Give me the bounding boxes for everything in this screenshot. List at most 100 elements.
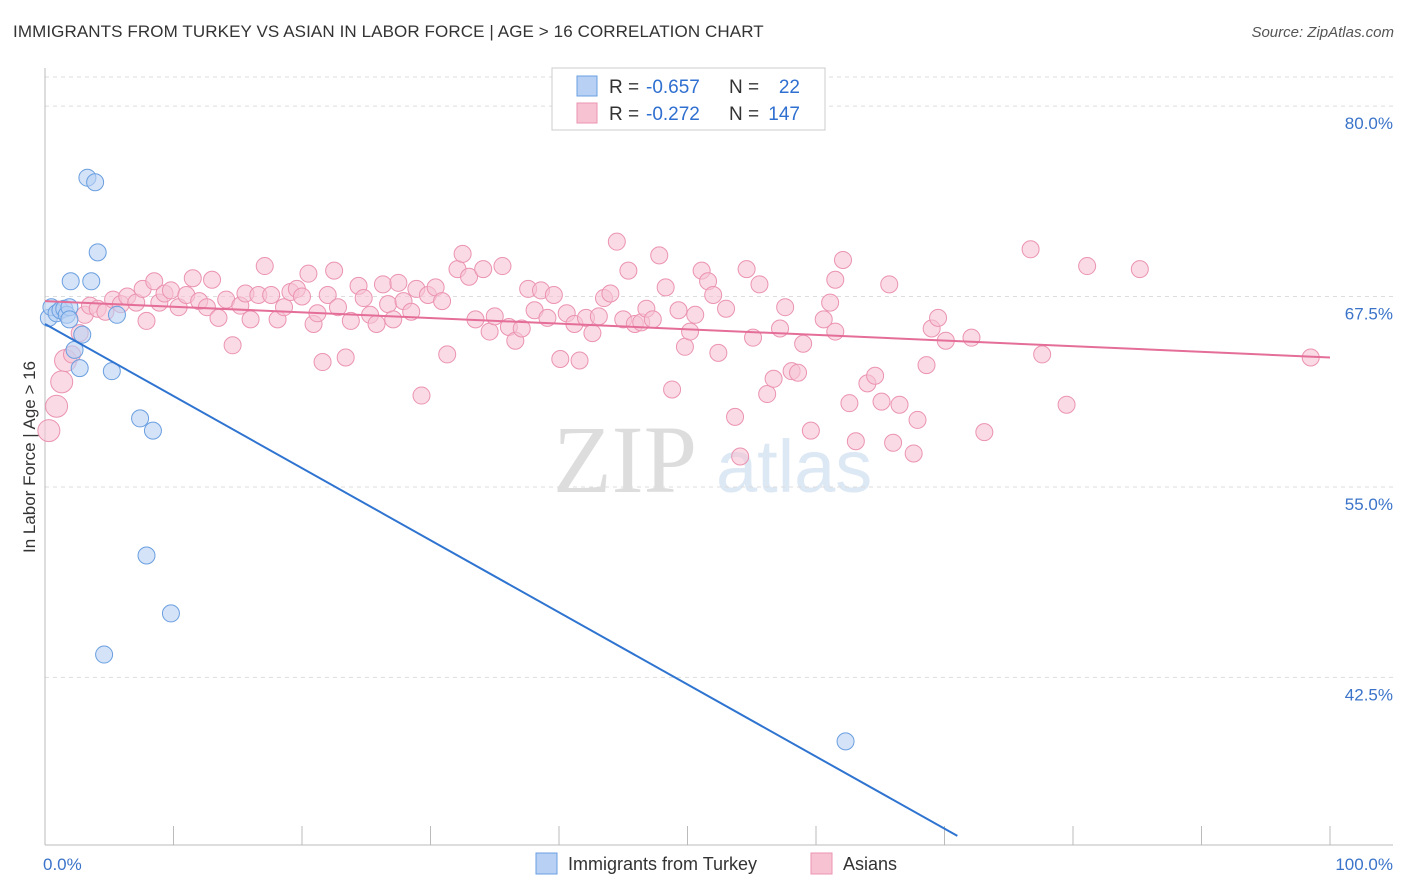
stats-legend-swatch-turkey — [576, 75, 598, 97]
asian-point — [1021, 240, 1040, 259]
asian-point — [656, 278, 675, 297]
watermark-atlas: atlas — [716, 425, 872, 508]
asian-point — [866, 366, 885, 385]
asian-point — [325, 261, 344, 280]
asian-point — [908, 410, 927, 429]
y-tick-label: 67.5% — [1345, 305, 1393, 324]
turkey-point — [137, 546, 156, 565]
stats-n-value-turkey: 22 — [779, 77, 800, 98]
asian-point — [223, 336, 242, 355]
y-tick-labels: 80.0% 67.5% 55.0% 42.5% — [1345, 114, 1393, 704]
asian-point — [872, 392, 891, 411]
turkey-point — [143, 421, 162, 440]
series-legend-label-turkey: Immigrants from Turkey — [568, 854, 757, 874]
asian-point — [750, 275, 769, 294]
asian-point — [453, 244, 472, 263]
asian-point — [744, 328, 763, 347]
asian-point — [145, 272, 164, 291]
asian-point — [255, 257, 274, 276]
asian-point — [1078, 257, 1097, 276]
asian-point — [45, 394, 69, 418]
asian-point — [137, 311, 156, 330]
turkey-point — [61, 272, 80, 291]
turkey-point — [107, 305, 126, 324]
asian-point — [583, 324, 602, 343]
asian-point — [1057, 395, 1076, 414]
y-tick-label: 80.0% — [1345, 114, 1393, 133]
stats-r-label-turkey: R = — [609, 77, 639, 98]
stats-r-label-asian: R = — [609, 104, 639, 125]
source-credit: Source: ZipAtlas.com — [1251, 24, 1394, 41]
asian-point — [412, 386, 431, 405]
asian-point — [336, 348, 355, 367]
asian-point — [485, 307, 504, 326]
asian-point — [789, 363, 808, 382]
asian-point — [433, 292, 452, 311]
asian-point — [354, 289, 373, 308]
asian-point — [313, 353, 332, 372]
turkey-point — [836, 732, 855, 751]
stats-legend: R = -0.657 N = 22 R = -0.272 N = 147 — [551, 67, 826, 131]
axes — [44, 68, 1393, 846]
asian-point — [209, 308, 228, 327]
turkey-point — [73, 325, 92, 344]
asian-point — [589, 307, 608, 326]
asian-point — [203, 270, 222, 289]
asian-point — [293, 287, 311, 306]
asian-point — [686, 305, 705, 324]
turkey-point — [88, 243, 107, 262]
gridlines — [45, 76, 1393, 678]
series-legend-label-asian: Asians — [843, 854, 897, 874]
asian-point — [474, 260, 493, 279]
y-tick-label: 42.5% — [1345, 685, 1393, 704]
turkey-point — [60, 310, 79, 329]
asian-point — [241, 310, 260, 329]
asian-point — [704, 286, 723, 305]
asian-point — [379, 295, 398, 314]
chart-title: IMMIGRANTS FROM TURKEY VS ASIAN IN LABOR… — [13, 22, 764, 41]
watermark-zip: ZIP — [553, 406, 697, 513]
asian-point — [758, 385, 777, 404]
turkey-point — [86, 173, 105, 192]
asian-point — [737, 260, 756, 279]
asian-point — [438, 345, 457, 364]
asian-point — [776, 298, 795, 317]
asian-point — [299, 264, 318, 283]
asian-point — [821, 293, 840, 312]
asian-point — [551, 349, 570, 368]
watermark: ZIP atlas — [553, 406, 872, 513]
asian-point — [318, 286, 337, 305]
asian-point — [341, 311, 360, 330]
asian-point — [681, 322, 700, 341]
asian-point — [833, 250, 852, 269]
asian-point — [764, 369, 783, 388]
asian-point — [650, 246, 669, 265]
turkey-trendline — [44, 323, 958, 837]
asian-point — [794, 334, 813, 353]
stats-n-label-asian: N = — [729, 104, 759, 125]
asian-point — [962, 328, 981, 347]
series-legend-swatch-turkey — [535, 852, 558, 875]
asian-point — [731, 447, 750, 466]
asian-point — [161, 281, 180, 300]
y-axis-title: In Labor Force | Age > 16 — [20, 361, 39, 553]
stats-legend-swatch-asian — [576, 102, 598, 124]
asian-point — [801, 421, 820, 440]
asian-point — [480, 322, 499, 341]
x-tick-label-min: 0.0% — [43, 855, 82, 874]
asian-trendline — [44, 300, 1331, 359]
asian-point — [975, 423, 994, 442]
asian-point — [717, 299, 736, 318]
asian-point — [328, 298, 347, 317]
asian-point — [663, 380, 682, 399]
asian-point — [37, 419, 61, 443]
asian-point — [643, 310, 662, 329]
asian-point — [544, 286, 563, 305]
stats-n-label-turkey: N = — [729, 77, 759, 98]
asian-point — [726, 407, 745, 426]
turkey-point — [102, 362, 121, 381]
asian-point — [890, 395, 909, 414]
asian-point — [367, 314, 386, 333]
asian-point — [846, 432, 865, 451]
asian-point — [826, 270, 845, 289]
